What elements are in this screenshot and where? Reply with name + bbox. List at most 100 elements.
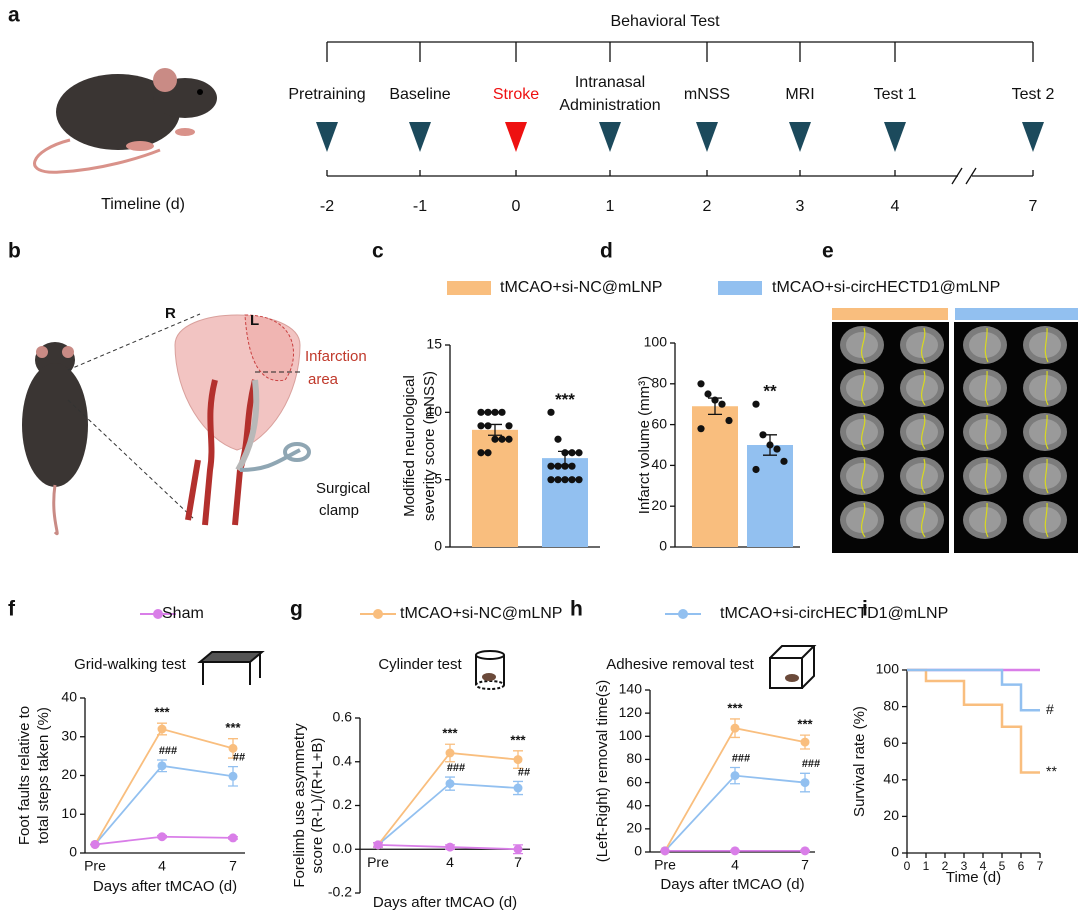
x-tick-label: 4	[980, 859, 987, 873]
y-tick-label: 20	[883, 807, 899, 823]
infarct-outline	[861, 370, 866, 406]
infarct-outline	[921, 327, 926, 363]
data-point	[554, 435, 562, 443]
mri-bar	[955, 308, 1078, 320]
series-marker	[157, 724, 167, 734]
legend-label: tMCAO+si-circHECTD1@mLNP	[772, 279, 1000, 296]
day-label: -1	[413, 198, 427, 215]
data-point	[697, 425, 705, 433]
y-tick-label: 20	[651, 497, 667, 513]
chart-title: Grid-walking test	[74, 656, 187, 673]
y-tick-label: 0.0	[333, 840, 353, 856]
data-point	[547, 476, 555, 484]
series-marker	[730, 723, 740, 733]
significance: ###	[802, 758, 820, 770]
event-label: Stroke	[493, 86, 539, 103]
panel-label: d	[600, 240, 613, 263]
infarct-outline	[984, 502, 989, 538]
series-marker	[730, 846, 740, 856]
x-tick-label: 4	[158, 858, 166, 874]
mri-bar	[832, 308, 948, 320]
brain-inner	[1029, 419, 1061, 445]
series-marker	[513, 755, 523, 765]
infarct-outline	[861, 327, 866, 363]
significance: ##	[233, 751, 245, 763]
brain-inner	[906, 463, 938, 489]
brain-inner	[846, 507, 878, 533]
data-point	[752, 400, 760, 408]
data-point	[505, 422, 513, 430]
series-marker	[90, 839, 100, 849]
y-axis-label: Survival rate (%)	[851, 706, 868, 817]
significance: ###	[732, 752, 750, 764]
data-point	[711, 396, 719, 404]
y-tick-label: 15	[426, 336, 442, 352]
surgery-illustration	[22, 313, 311, 536]
brain-inner	[1029, 507, 1061, 533]
y-tick-label: 40	[626, 796, 642, 812]
y-axis-label: score (R-L)/(R+L+B)	[309, 738, 326, 874]
event-marker	[599, 122, 621, 152]
y-tick-label: 0	[634, 843, 642, 859]
event-marker	[884, 122, 906, 152]
test-icons	[197, 645, 817, 690]
brain-inner	[906, 507, 938, 533]
event-label: Pretraining	[288, 86, 365, 103]
brain-inner	[969, 332, 1001, 358]
day-label: 1	[606, 198, 615, 215]
series-line	[94, 764, 234, 846]
survival-curve	[907, 668, 1040, 712]
mri-divider	[949, 322, 954, 553]
x-axis-label: Time (d)	[946, 869, 1001, 886]
event-label: Test 2	[1012, 86, 1055, 103]
day-label: 7	[1029, 198, 1038, 215]
infarct-outline	[1044, 327, 1049, 363]
y-tick-label: 0	[659, 538, 667, 554]
brain-inner	[969, 419, 1001, 445]
x-tick-label: Pre	[654, 857, 676, 873]
event-label: Intranasal	[575, 74, 645, 91]
event-marker	[505, 122, 527, 152]
y-axis-label: Foot faults relative to	[16, 706, 33, 845]
event-marker	[1022, 122, 1044, 152]
data-point	[752, 465, 760, 474]
data-point	[554, 462, 562, 470]
data-point	[718, 400, 726, 408]
x-axis-label: Days after tMCAO (d)	[660, 876, 804, 893]
day-label: 2	[703, 198, 712, 215]
x-tick-label: 6	[1018, 859, 1025, 873]
data-point	[477, 408, 485, 416]
significance: #	[1046, 701, 1054, 717]
series-marker	[445, 842, 455, 852]
y-tick-label: 30	[61, 727, 77, 743]
y-tick-label: 20	[61, 766, 77, 782]
x-tick-label: 7	[229, 858, 237, 874]
series-line	[664, 727, 806, 852]
bar	[542, 458, 588, 547]
infarct-outline	[1044, 502, 1049, 538]
event-label: MRI	[785, 86, 814, 103]
infarct-outline	[921, 414, 926, 450]
data-point	[773, 445, 781, 453]
x-tick-label: 5	[999, 859, 1006, 873]
y-tick-label: 10	[426, 403, 442, 419]
y-tick-label: 0.4	[333, 752, 353, 768]
y-tick-label: 60	[883, 734, 899, 750]
series-marker	[800, 778, 810, 788]
day-label: 3	[796, 198, 805, 215]
x-tick-label: 7	[801, 857, 809, 873]
series-marker	[157, 832, 167, 842]
infarct-outline	[921, 458, 926, 494]
data-point	[498, 435, 506, 443]
infarct-outline	[984, 327, 989, 363]
data-point	[477, 422, 485, 430]
data-point	[484, 408, 492, 416]
data-point	[568, 476, 576, 484]
data-point	[704, 390, 712, 398]
event-marker	[696, 122, 718, 152]
y-axis-label: total steps taken (%)	[35, 707, 52, 844]
series-marker	[513, 783, 523, 793]
significance: ***	[154, 705, 170, 720]
infarct-outline	[861, 458, 866, 494]
y-tick-label: 80	[883, 697, 899, 713]
